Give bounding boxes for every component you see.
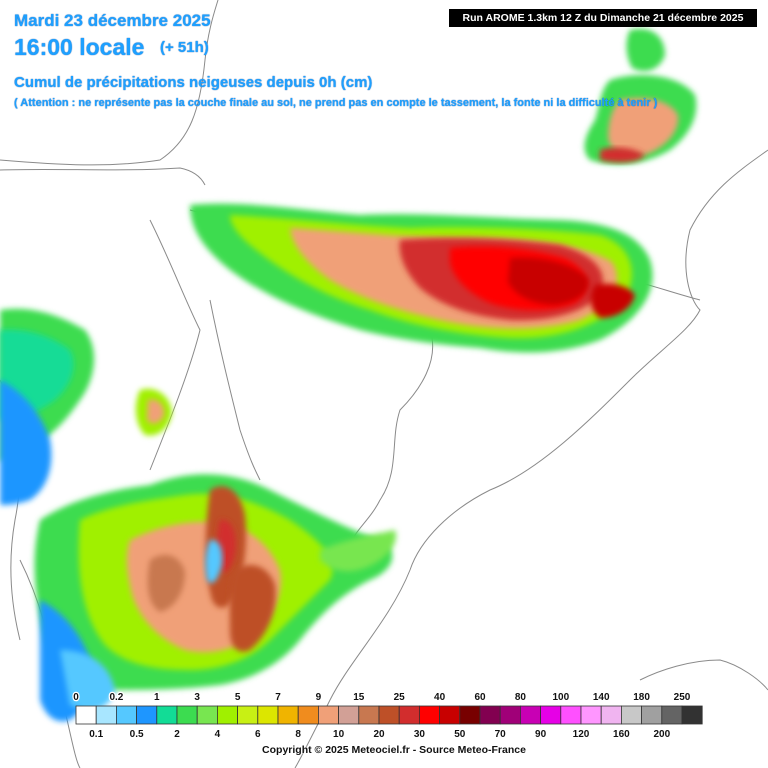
iberian-system-snow [34, 474, 396, 722]
forecast-time: 16:00 locale [14, 34, 145, 60]
pyrenees-snow-band [190, 203, 653, 353]
internal-border-2 [149, 219, 201, 471]
alps-massif-central-snow [584, 28, 697, 165]
internal-border-1 [209, 299, 261, 481]
mediterranean-coast-east [294, 149, 768, 768]
balearic-coast [639, 659, 768, 691]
forecast-date: Mardi 23 décembre 2025 [14, 11, 211, 30]
map-warning: ( Attention : ne représente pas la couch… [14, 97, 658, 109]
copyright-notice: Copyright © 2025 Meteociel.fr - Source M… [262, 744, 526, 756]
run-info-box: Run AROME 1.3km 12 Z du Dimanche 21 déce… [449, 9, 757, 27]
map-subtitle: Cumul de précipitations neigeuses depuis… [14, 74, 373, 91]
ebro-region-border [349, 329, 434, 546]
cantabrian-snow [0, 308, 172, 505]
forecast-offset: (+ 51h) [160, 39, 209, 56]
run-info-label: Run AROME 1.3km 12 Z du Dimanche 21 déce… [462, 12, 744, 24]
france-atlantic-coast [0, 0, 219, 166]
bay-of-biscay-coast [0, 167, 206, 186]
